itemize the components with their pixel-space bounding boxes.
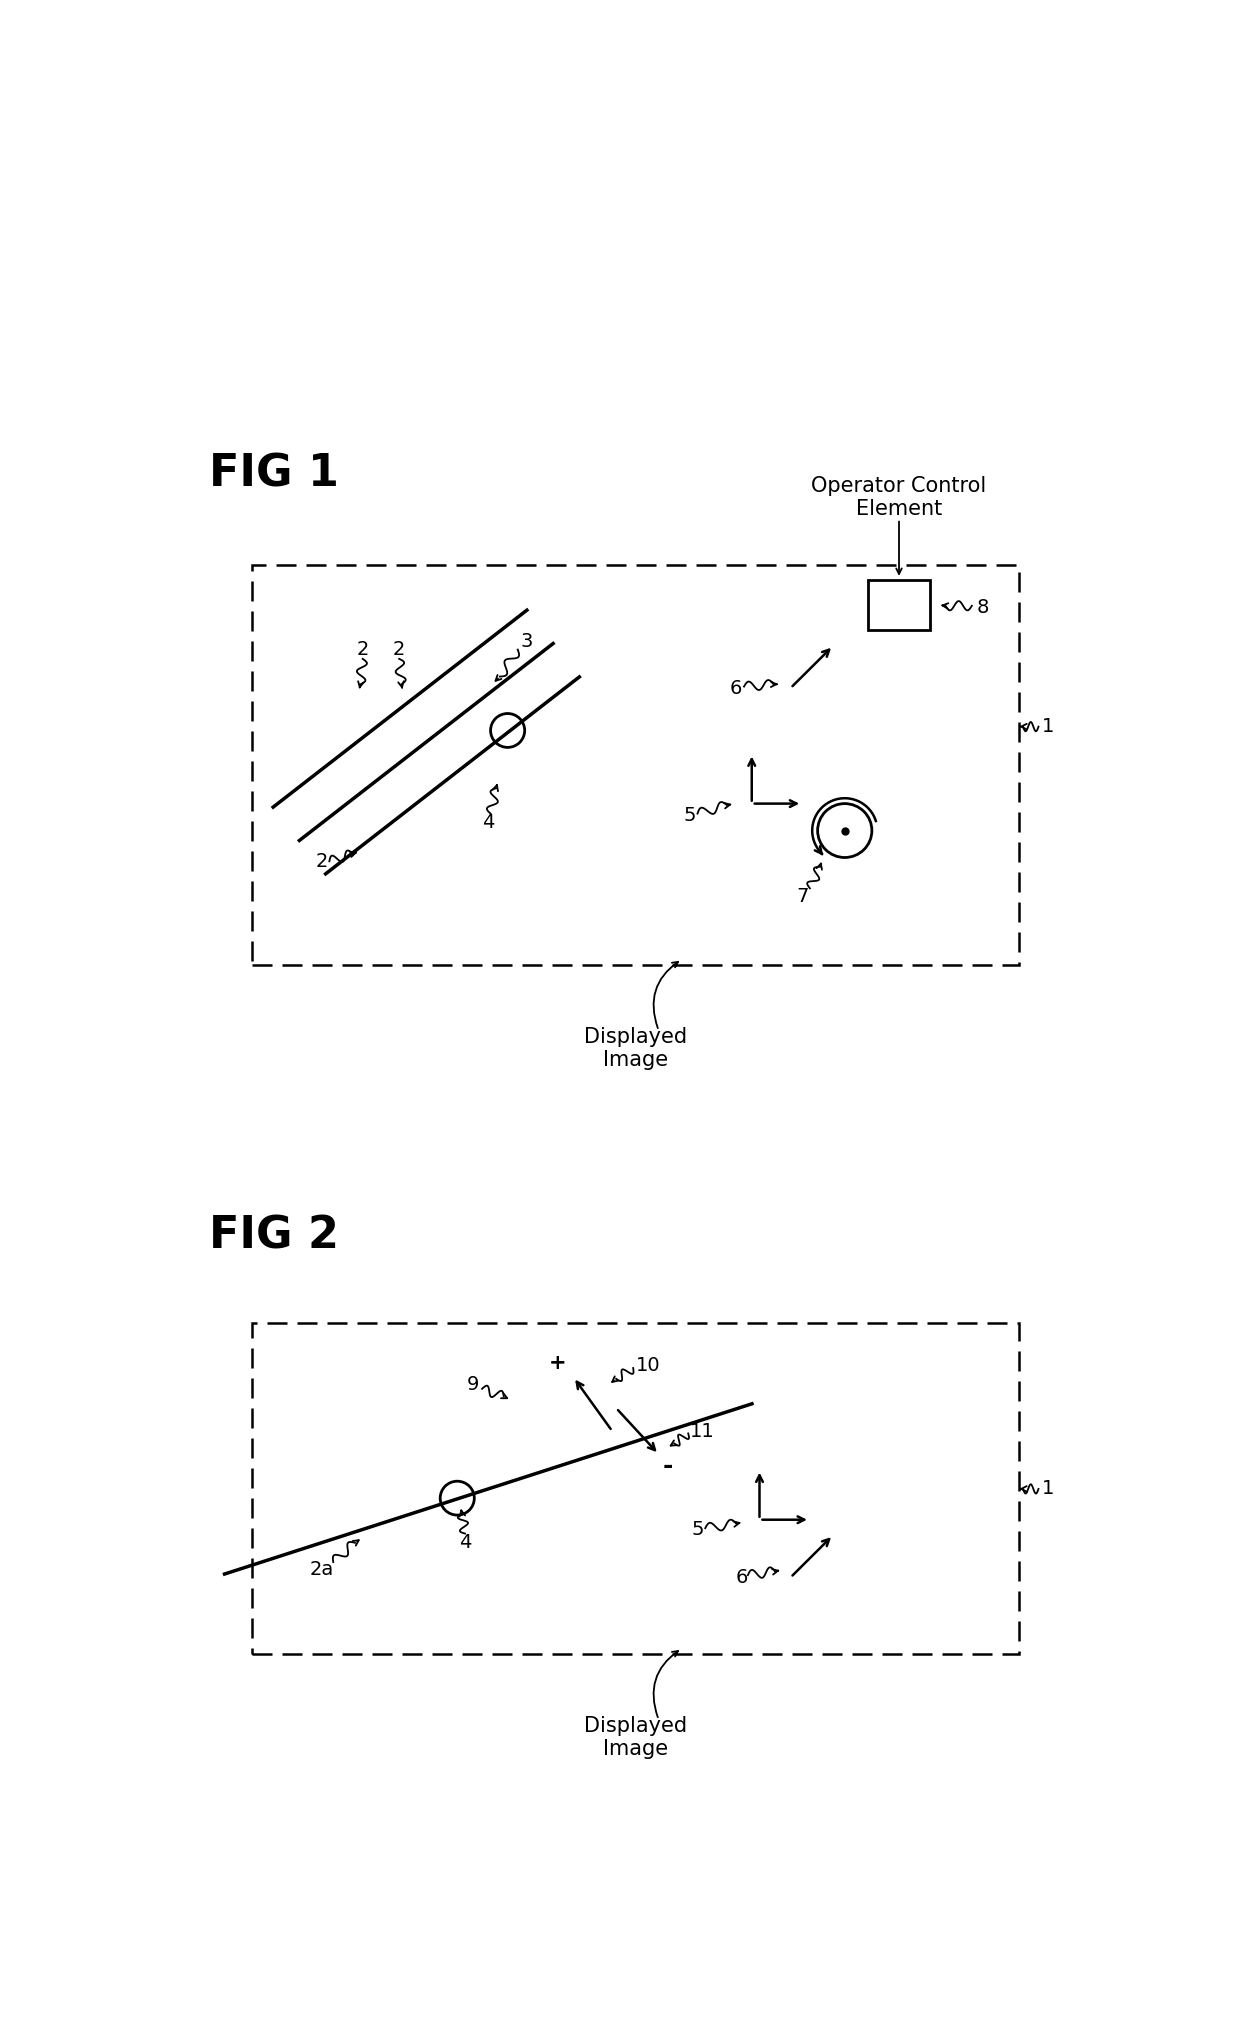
Text: 5: 5 (683, 806, 696, 824)
Text: 2: 2 (393, 640, 405, 658)
Text: 11: 11 (689, 1421, 714, 1442)
Text: 5: 5 (691, 1520, 704, 1538)
Text: FIG 2: FIG 2 (210, 1215, 340, 1258)
Text: 4: 4 (482, 814, 495, 832)
Text: Displayed
Image: Displayed Image (584, 1028, 687, 1070)
Text: FIG 1: FIG 1 (210, 452, 340, 495)
Text: 2a: 2a (310, 1561, 334, 1579)
Text: -: - (663, 1454, 673, 1478)
Bar (252, 1322, 1019, 1654)
Text: 4: 4 (459, 1532, 471, 1553)
Bar (252, 565, 1019, 965)
Text: 9: 9 (466, 1375, 479, 1395)
Text: 6: 6 (730, 678, 743, 699)
Text: 10: 10 (635, 1357, 660, 1375)
Text: +: + (549, 1353, 567, 1373)
Text: Displayed
Image: Displayed Image (584, 1716, 687, 1759)
Bar (868, 579, 930, 630)
Text: 6: 6 (735, 1569, 748, 1587)
Text: 3: 3 (521, 632, 533, 652)
Text: 1: 1 (1043, 717, 1055, 737)
Text: Operator Control
Element: Operator Control Element (811, 476, 987, 519)
Text: 2: 2 (357, 640, 368, 658)
Text: 7: 7 (796, 886, 808, 905)
Text: 1: 1 (1043, 1480, 1055, 1498)
Text: 8: 8 (977, 598, 988, 616)
Text: 2: 2 (315, 852, 327, 870)
